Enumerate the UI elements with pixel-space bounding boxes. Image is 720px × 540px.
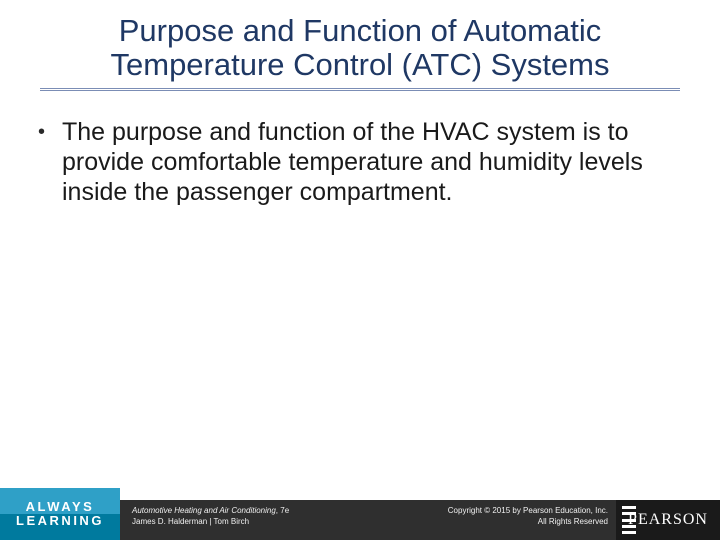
slide-title-area: Purpose and Function of Automatic Temper… [0,0,720,91]
slide-footer: ALWAYS LEARNING Automotive Heating and A… [0,500,720,540]
footer-book-info: Automotive Heating and Air Conditioning,… [132,506,289,528]
badge-text: ALWAYS LEARNING [16,500,104,529]
slide-title-line2: Temperature Control (ATC) Systems [20,48,700,82]
book-title: Automotive Heating and Air Conditioning [132,506,276,515]
book-authors: James D. Halderman | Tom Birch [132,517,289,528]
book-edition: , 7e [276,506,289,515]
pearson-logo: PEARSON [616,500,720,540]
slide: Purpose and Function of Automatic Temper… [0,0,720,540]
slide-title-line1: Purpose and Function of Automatic [20,14,700,48]
bullet-item: • The purpose and function of the HVAC s… [38,117,690,207]
pearson-label: PEARSON [628,511,708,529]
badge-line1: ALWAYS [26,500,95,514]
bullet-text: The purpose and function of the HVAC sys… [62,117,690,207]
copyright-line2: All Rights Reserved [448,517,608,528]
slide-body: • The purpose and function of the HVAC s… [0,91,720,207]
copyright-line1: Copyright © 2015 by Pearson Education, I… [448,506,608,517]
bullet-marker: • [38,117,62,145]
pearson-bars-icon [622,506,636,534]
badge-line2: LEARNING [16,514,104,528]
always-learning-badge: ALWAYS LEARNING [0,488,120,540]
footer-copyright: Copyright © 2015 by Pearson Education, I… [448,506,608,528]
title-underline [40,88,680,91]
footer-book-title-row: Automotive Heating and Air Conditioning,… [132,506,289,517]
